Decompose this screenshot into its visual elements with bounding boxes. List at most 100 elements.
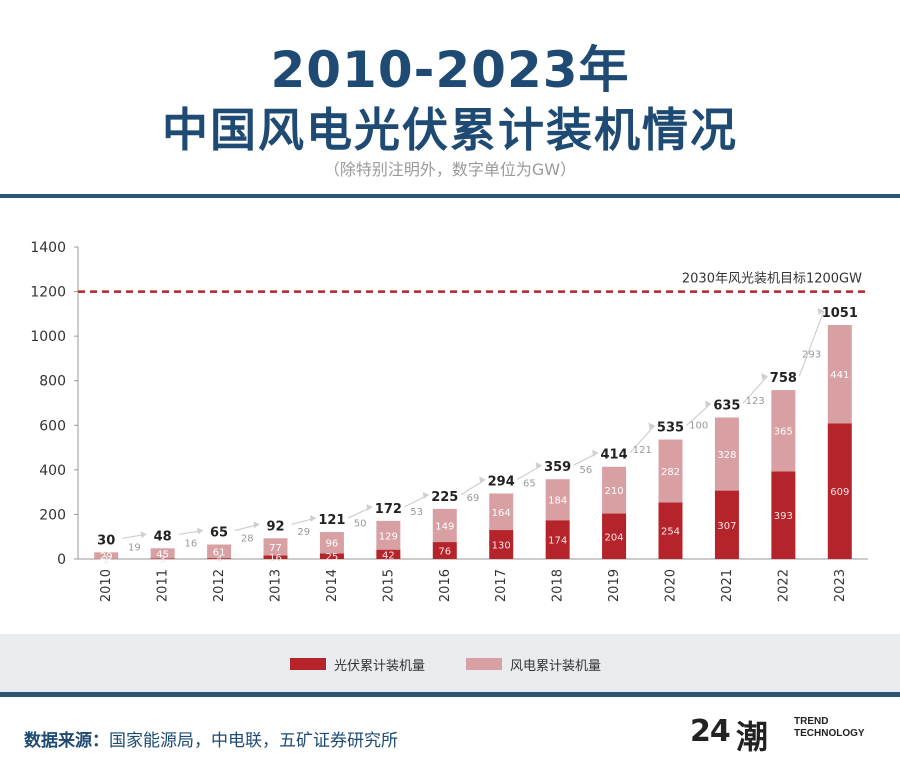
wind-value-label: 328	[717, 450, 736, 461]
bar-solar	[207, 558, 232, 559]
wind-value-label: 29	[100, 552, 113, 563]
wind-value-label: 77	[269, 543, 282, 554]
x-tick-label: 2014	[325, 569, 340, 602]
increment-arrow	[629, 425, 655, 454]
wind-value-label: 282	[661, 467, 680, 478]
x-tick-label: 2022	[776, 569, 791, 602]
x-tick-label: 2015	[381, 569, 396, 602]
x-tick-label: 2013	[269, 569, 284, 602]
increment-arrowhead	[366, 503, 373, 511]
total-label: 414	[601, 448, 628, 463]
bar-solar	[602, 513, 627, 559]
solar-value-label: 130	[492, 541, 511, 552]
increment-label: 69	[467, 493, 480, 504]
total-label: 92	[266, 519, 284, 534]
solar-value-label: 1	[103, 555, 109, 566]
solar-value-label: 42	[382, 550, 395, 561]
total-label: 225	[431, 490, 458, 505]
solar-value-label: 609	[830, 487, 849, 498]
solar-value-label: 4	[216, 555, 222, 566]
increment-arrow	[798, 310, 825, 377]
increment-arrowhead	[648, 422, 655, 430]
bar-solar	[545, 520, 570, 559]
total-label: 535	[657, 421, 684, 436]
x-tick-label: 2023	[833, 569, 848, 602]
bar-solar	[658, 502, 683, 559]
wind-value-label: 210	[605, 486, 624, 497]
y-tick-label: 1000	[30, 329, 66, 345]
bar-wind	[376, 520, 401, 550]
total-label: 635	[713, 398, 740, 413]
bar-wind	[771, 390, 796, 472]
y-tick-label: 1400	[30, 240, 66, 256]
x-tick-label: 2020	[664, 569, 679, 602]
bar-wind	[545, 479, 570, 521]
y-tick-label: 1200	[30, 285, 66, 301]
increment-arrowhead	[704, 400, 711, 408]
logo-line1: TREND	[794, 716, 829, 727]
bar-solar	[827, 423, 852, 559]
x-tick-label: 2012	[212, 569, 227, 602]
bar-solar	[771, 471, 796, 559]
y-tick-label: 400	[39, 463, 66, 479]
increment-arrowhead	[535, 462, 542, 470]
y-tick-label: 800	[39, 374, 66, 390]
total-label: 1051	[822, 306, 858, 321]
increment-arrowhead	[140, 531, 147, 539]
increment-label: 100	[689, 421, 708, 432]
increment-label: 293	[802, 350, 821, 361]
increment-label: 121	[633, 445, 652, 456]
increment-arrowhead	[197, 527, 204, 535]
increment-arrow	[686, 403, 712, 426]
subtitle: （除特别注明外，数字单位为GW）	[323, 160, 577, 179]
solar-value-label: 76	[438, 547, 451, 558]
total-label: 65	[210, 526, 228, 541]
wind-value-label: 129	[379, 531, 398, 542]
total-label: 121	[318, 513, 345, 528]
solar-value-label: 16	[269, 553, 282, 564]
increment-label: 16	[184, 538, 197, 549]
bar-wind	[432, 508, 457, 543]
source-label: 数据来源：	[24, 731, 109, 751]
logo-line2: TECHNOLOGY	[794, 728, 865, 739]
title-line1: 2010-2023年	[270, 41, 630, 99]
solar-value-label: 204	[605, 532, 624, 543]
total-label: 758	[770, 371, 797, 386]
increment-label: 53	[410, 507, 423, 518]
increment-label: 50	[354, 518, 367, 529]
target-label: 2030年风光装机目标1200GW	[682, 272, 862, 287]
increment-label: 56	[579, 465, 592, 476]
bar-wind	[207, 544, 232, 559]
solar-value-label: 254	[661, 527, 680, 538]
increment-arrowhead	[479, 476, 486, 484]
solar-value-label: 307	[717, 521, 736, 532]
legend-wind: 风电累计装机量	[466, 657, 601, 674]
stacked-bar-chart: 0 200 400 600 800 1000 1200 1400 2030年风光装机目标1200…	[30, 240, 868, 602]
y-tick-label: 200	[39, 507, 66, 523]
bar-wind	[827, 325, 852, 424]
total-label: 172	[375, 502, 402, 517]
bar-wind	[489, 493, 514, 531]
top-divider	[0, 194, 900, 198]
solar-value-label: 3	[159, 555, 165, 566]
wind-value-label: 441	[830, 370, 849, 381]
increment-arrowhead	[253, 521, 260, 529]
bar-solar	[319, 553, 344, 559]
bar-wind	[714, 417, 739, 491]
data-source: 数据来源：国家能源局，中电联，五矿证券研究所	[24, 726, 398, 751]
increment-label: 123	[746, 396, 765, 407]
legend-wind-swatch	[466, 658, 502, 670]
increment-label: 28	[241, 533, 254, 544]
total-label: 48	[154, 529, 172, 544]
solar-value-label: 25	[326, 552, 339, 563]
title-line2: 中国风电光伏累计装机情况	[162, 103, 738, 157]
bar-wind	[94, 552, 119, 559]
y-tick-label: 600	[39, 418, 66, 434]
increment-arrowhead	[592, 449, 599, 457]
legend-solar-label: 光伏累计装机量	[334, 658, 426, 674]
bottom-divider	[0, 692, 900, 697]
y-tick-label: 0	[57, 552, 66, 568]
total-label: 294	[488, 474, 515, 489]
bar-wind	[150, 548, 175, 559]
logo-number: 24	[690, 714, 731, 749]
